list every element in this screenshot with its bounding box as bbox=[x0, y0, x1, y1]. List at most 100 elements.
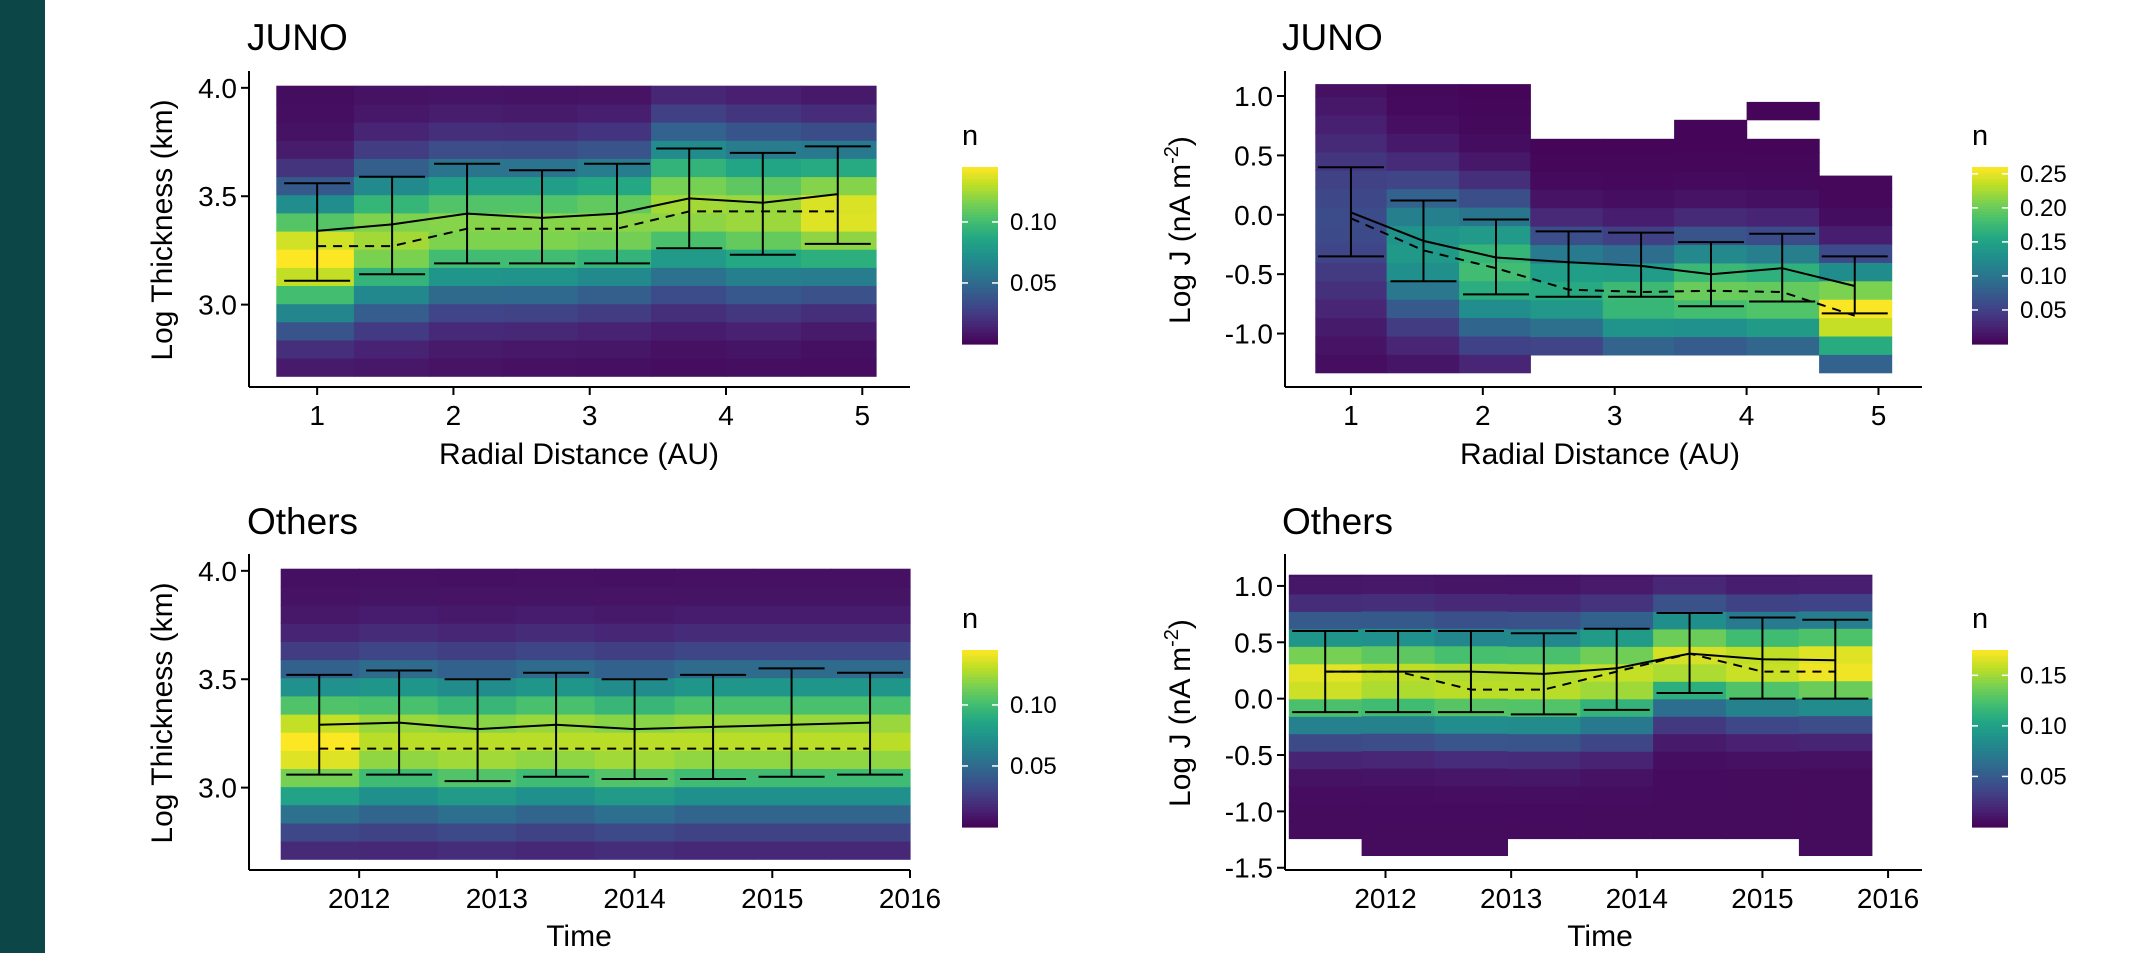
colorbar-step bbox=[962, 237, 998, 242]
heatmap-cell bbox=[276, 285, 355, 305]
colorbar-step bbox=[962, 314, 998, 319]
heatmap-cell bbox=[1386, 354, 1460, 374]
colorbar-step bbox=[1972, 273, 2008, 277]
colorbar-step bbox=[1972, 187, 2008, 192]
heatmap-cell bbox=[651, 267, 727, 286]
heatmap-cell bbox=[353, 321, 430, 341]
colorbar-step bbox=[1972, 287, 2008, 292]
colorbar-step bbox=[1972, 249, 2008, 254]
heatmap-cell bbox=[1530, 299, 1604, 319]
colorbar-step bbox=[962, 223, 998, 227]
heatmap-cell bbox=[577, 230, 652, 250]
colorbar-step bbox=[1972, 314, 2008, 319]
colorbar-step bbox=[962, 732, 998, 737]
x-tick-label: 2014 bbox=[1606, 883, 1668, 914]
heatmap-cell bbox=[1746, 152, 1820, 172]
heatmap-cell bbox=[577, 249, 652, 268]
colorbar-step bbox=[962, 249, 998, 254]
heatmap-cell bbox=[753, 568, 833, 588]
y-axis-label: Log J (nA m-2) bbox=[1161, 136, 1197, 324]
colorbar-step bbox=[1972, 243, 2008, 248]
heatmap-cell bbox=[577, 158, 652, 178]
colorbar-step bbox=[962, 302, 998, 307]
heatmap-cell bbox=[1819, 207, 1893, 227]
heatmap-cell bbox=[1674, 152, 1748, 172]
heatmap-cell bbox=[1819, 354, 1893, 374]
colorbar-step bbox=[1972, 788, 2008, 793]
colorbar-step bbox=[962, 658, 998, 663]
x-tick-label: 2016 bbox=[879, 883, 941, 914]
heatmap-cell bbox=[428, 285, 504, 305]
heatmap-cell bbox=[1602, 152, 1675, 172]
colorbar-step bbox=[1972, 184, 2008, 189]
colorbar-step bbox=[962, 323, 998, 327]
heatmap-cell bbox=[1386, 84, 1460, 98]
colorbar-step bbox=[1972, 167, 2008, 171]
colorbar-title: n bbox=[1972, 603, 1988, 635]
heatmap-cell bbox=[276, 140, 355, 159]
heatmap-cell bbox=[1434, 820, 1508, 839]
y-axis-label-sup: -2 bbox=[1161, 146, 1183, 164]
x-tick-label: 5 bbox=[1871, 400, 1887, 431]
heatmap-cell bbox=[577, 321, 652, 341]
y-axis-label-main: Log J (nA m bbox=[1164, 164, 1197, 324]
heatmap-cell bbox=[831, 605, 911, 624]
heatmap-cell bbox=[1361, 768, 1436, 787]
heatmap-cell bbox=[280, 659, 360, 679]
heatmap-cell bbox=[1580, 821, 1654, 840]
colorbar-step bbox=[962, 175, 998, 180]
heatmap-cell bbox=[1653, 768, 1727, 787]
heatmap-cell bbox=[1602, 299, 1675, 319]
colorbar-step bbox=[962, 697, 998, 701]
heatmap-cell bbox=[1434, 715, 1508, 734]
heatmap-cell bbox=[1459, 151, 1531, 171]
colorbar: n 0.05 0.10 bbox=[962, 603, 1057, 828]
heatmap-cell bbox=[594, 822, 676, 842]
heatmap-cell bbox=[577, 103, 652, 123]
y-tick-label: -0.5 bbox=[1225, 259, 1273, 290]
colorbar-step bbox=[1972, 744, 2008, 748]
colorbar-step bbox=[1972, 317, 2008, 321]
heatmap-cell bbox=[1507, 574, 1581, 577]
colorbar-step bbox=[962, 211, 998, 215]
panel-title: JUNO bbox=[247, 17, 348, 58]
heatmap-cell bbox=[1386, 335, 1460, 355]
heatmap-cell bbox=[1361, 820, 1436, 839]
heatmap-cell bbox=[1386, 133, 1460, 153]
heatmap-cell bbox=[801, 85, 877, 105]
heatmap-cell bbox=[353, 358, 430, 377]
y-axis-label-sup: -2 bbox=[1161, 629, 1183, 647]
heatmap-cell bbox=[280, 750, 360, 769]
y-axis-label: Log J (nA m-2) bbox=[1161, 619, 1197, 807]
colorbar-step bbox=[1972, 652, 2008, 657]
median-line bbox=[1325, 652, 1836, 691]
colorbar-step bbox=[1972, 302, 2008, 307]
colorbar-step bbox=[1972, 762, 2008, 766]
colorbar-step bbox=[962, 738, 998, 743]
colorbar-step bbox=[1972, 261, 2008, 265]
colorbar-step bbox=[1972, 223, 2008, 227]
heatmap-cell bbox=[437, 786, 517, 806]
heatmap-cell bbox=[437, 822, 517, 842]
colorbar-step bbox=[962, 759, 998, 763]
colorbar-step bbox=[1972, 741, 2008, 745]
colorbar-step bbox=[1972, 729, 2008, 734]
heatmap-cell bbox=[1434, 593, 1508, 612]
x-tick-label: 2013 bbox=[1480, 883, 1542, 914]
colorbar-step bbox=[962, 709, 998, 713]
heatmap-cell bbox=[726, 85, 802, 105]
x-tick-label: 3 bbox=[1607, 400, 1623, 431]
heatmap-cell bbox=[276, 158, 355, 178]
heatmap-cell bbox=[1798, 593, 1873, 612]
colorbar-step bbox=[1972, 815, 2008, 819]
heatmap-cell bbox=[1459, 299, 1531, 319]
heatmap-cell bbox=[753, 641, 833, 661]
heatmap-cell bbox=[353, 303, 430, 323]
colorbar-step bbox=[962, 273, 998, 277]
heatmap-cell bbox=[1580, 574, 1654, 577]
colorbar-step bbox=[1972, 335, 2008, 339]
colorbar-title: n bbox=[962, 603, 978, 635]
colorbar-step bbox=[1972, 231, 2008, 236]
heatmap-cell bbox=[1434, 802, 1508, 821]
colorbar-step bbox=[1972, 806, 2008, 810]
